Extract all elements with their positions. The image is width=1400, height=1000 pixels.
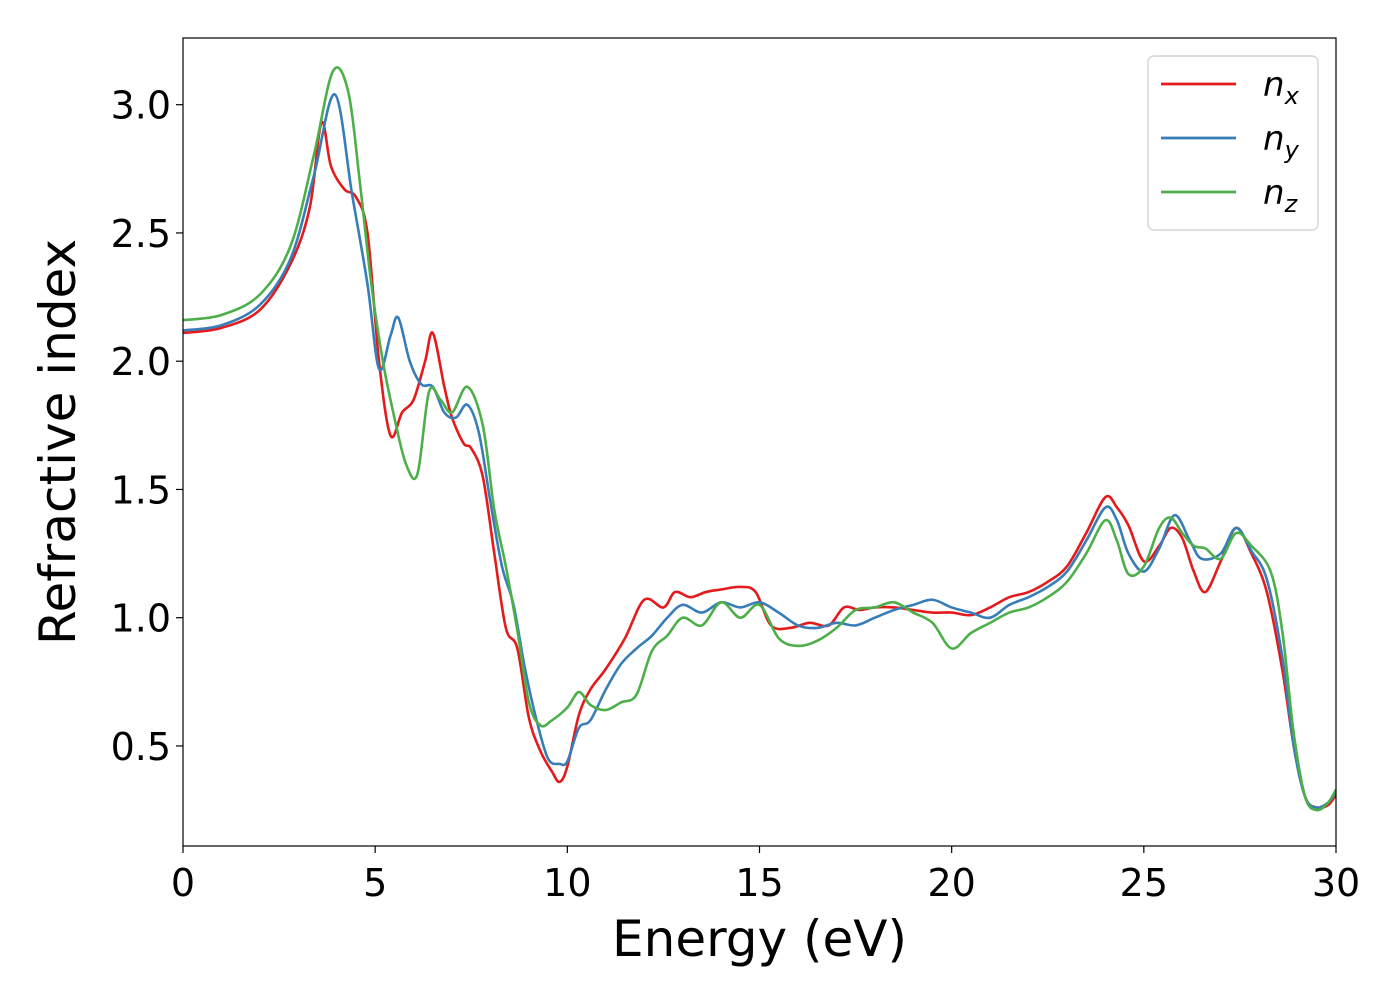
y-tick-label: 1.5	[111, 468, 171, 512]
y-tick-label: 3.0	[111, 84, 171, 128]
legend-label-z: nz	[1263, 173, 1299, 218]
legend-label-y: ny	[1263, 119, 1300, 164]
x-axis: 0 5 10 15 20 25 30	[171, 846, 1360, 905]
x-tick-label: 30	[1312, 861, 1360, 905]
y-axis-title: Refractive index	[29, 239, 87, 645]
x-axis-title: Energy (eV)	[612, 910, 907, 968]
y-tick-label: 0.5	[111, 725, 171, 769]
y-tick-label: 1.0	[111, 597, 171, 641]
x-tick-label: 20	[927, 861, 975, 905]
y-tick-label: 2.0	[111, 340, 171, 384]
x-tick-label: 5	[363, 861, 387, 905]
legend: nx ny nz	[1147, 55, 1319, 231]
series-layer	[183, 66, 1336, 812]
legend-label-x: nx	[1263, 65, 1300, 110]
x-tick-label: 10	[543, 861, 591, 905]
series-line-y	[183, 93, 1336, 809]
x-tick-label: 0	[171, 861, 195, 905]
legend-box	[1147, 55, 1319, 231]
x-tick-label: 15	[735, 861, 783, 905]
y-axis: 0.5 1.0 1.5 2.0 2.5 3.0	[111, 84, 183, 769]
series-line-z	[183, 66, 1336, 812]
series-line-x	[183, 120, 1336, 810]
x-tick-label: 25	[1120, 861, 1168, 905]
y-tick-label: 2.5	[111, 212, 171, 256]
